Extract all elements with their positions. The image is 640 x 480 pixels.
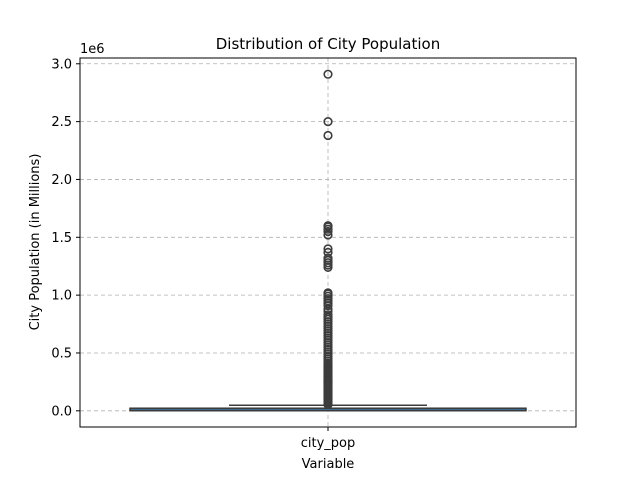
outlier-point [323, 247, 333, 257]
chart-title: Distribution of City Population [216, 35, 440, 53]
outlier-point [323, 117, 333, 127]
y-tick-label: 3.0 [51, 57, 72, 72]
y-tick-label: 2.0 [51, 173, 72, 188]
y-tick-label: 1.0 [51, 289, 72, 304]
x-tick-label: city_pop [301, 436, 356, 451]
outlier-point [323, 288, 333, 298]
y-tick-label: 0.0 [51, 404, 72, 419]
y-axis-offset-label: 1e6 [80, 42, 105, 57]
outlier-point [323, 221, 333, 231]
y-tick-label: 0.5 [51, 346, 72, 361]
outlier-point [323, 253, 333, 263]
outlier-point [323, 244, 333, 254]
y-tick-label: 1.5 [51, 231, 72, 246]
outlier-point [323, 310, 333, 320]
outlier-points [323, 69, 333, 410]
x-axis-label: Variable [302, 457, 355, 472]
y-axis-label: City Population (in Millions) [28, 154, 43, 331]
axis-ticks: 0.0 0.5 1.0 1.5 2.0 2.5 3.0 city_pop [51, 57, 355, 451]
y-tick-label: 2.5 [51, 115, 72, 130]
outlier-point [323, 130, 333, 141]
outlier-point [323, 69, 333, 79]
